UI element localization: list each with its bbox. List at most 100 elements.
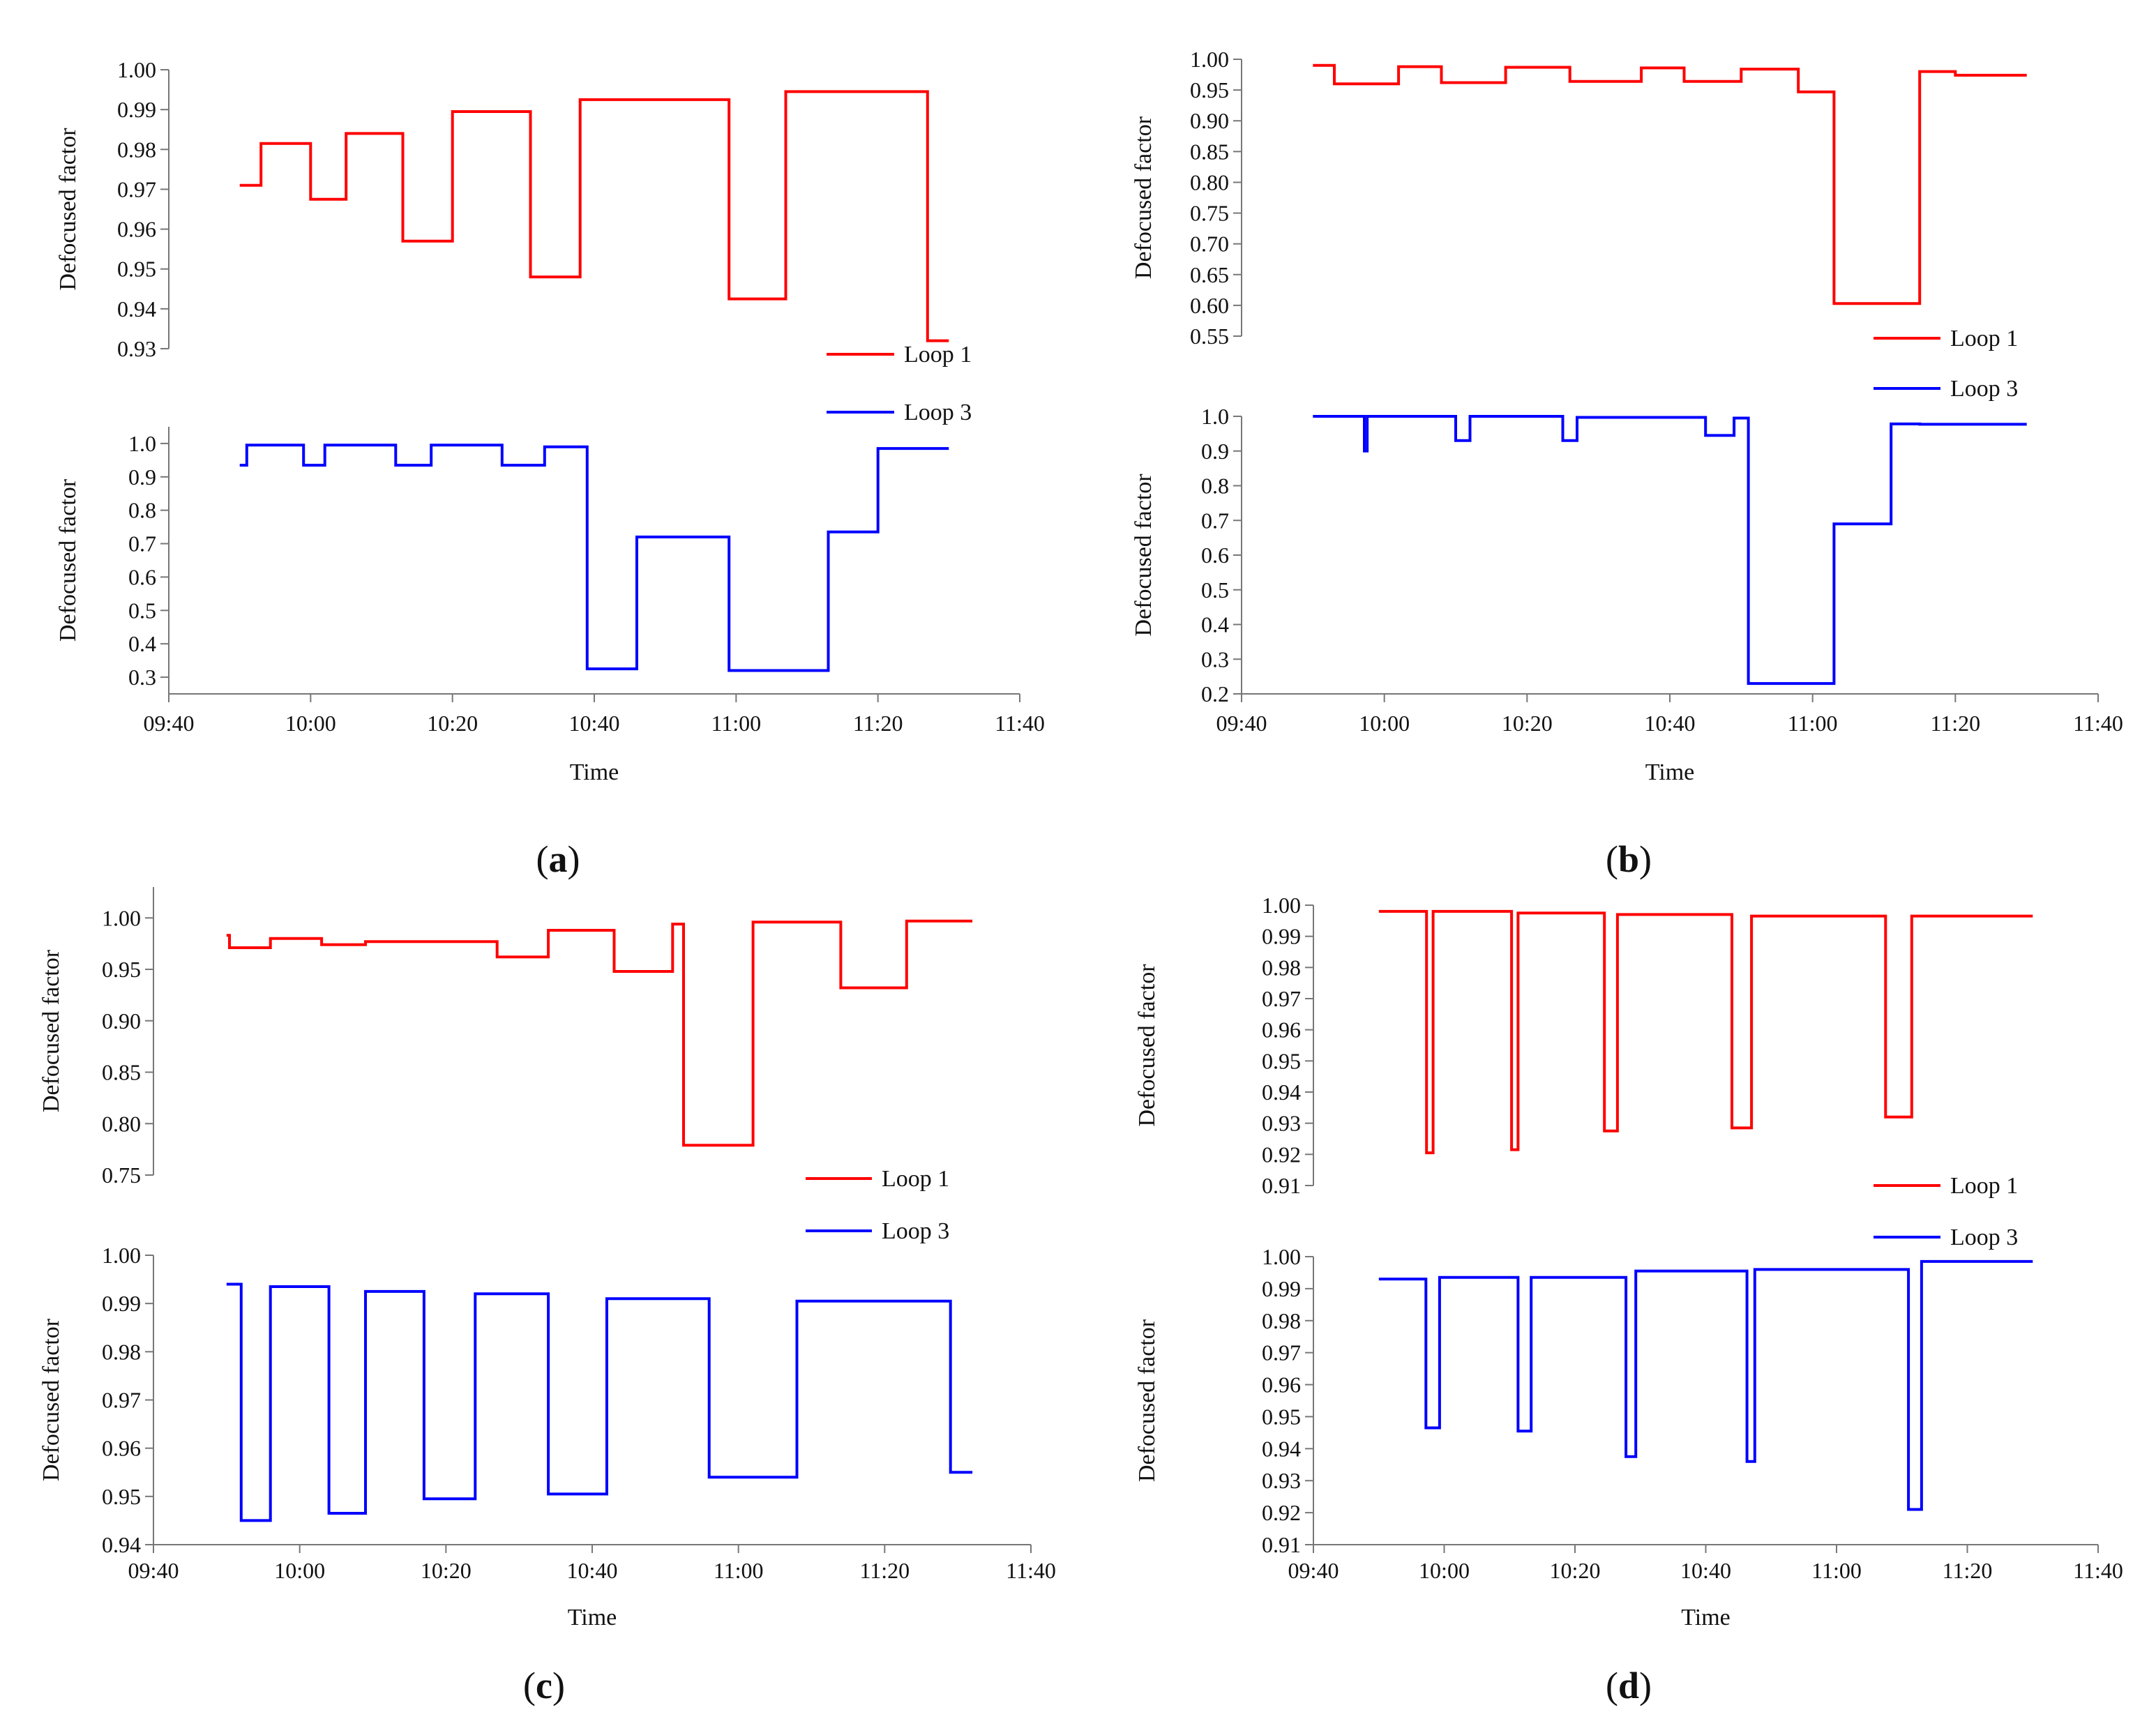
y-axis-title: Defocused factor bbox=[38, 1318, 64, 1481]
x-tick-label: 11:20 bbox=[853, 711, 903, 736]
legend-label-loop3: Loop 3 bbox=[904, 400, 972, 425]
y-tick-label: 0.97 bbox=[102, 1388, 141, 1413]
y-tick-label: 0.94 bbox=[1262, 1080, 1301, 1105]
panel-c: 0.75 0.80 0.85 0.90 0.95 1.00 Defocused factor… bbox=[38, 887, 1056, 1706]
y-axis-title: Defocused factor bbox=[55, 128, 81, 291]
x-tick-label: 11:40 bbox=[1006, 1558, 1056, 1583]
y-tick-label: 0.3 bbox=[1201, 646, 1229, 672]
subplot-loop1: 0.75 0.80 0.85 0.90 0.95 1.00 Defocused factor bbox=[38, 887, 973, 1188]
y-tick-label: 0.96 bbox=[102, 1436, 141, 1461]
x-tick-label: 09:40 bbox=[1288, 1558, 1339, 1583]
legend-label-loop1: Loop 1 bbox=[904, 342, 972, 368]
y-tick-label: 0.7 bbox=[1201, 508, 1229, 533]
y-axis-title: Defocused factor bbox=[1131, 474, 1156, 637]
subplot-loop3: 0.91 0.92 0.93 0.94 0.95 0.96 0.97 0.98 0.99 1.00… bbox=[1134, 1244, 2033, 1557]
y-tick-label: 0.93 bbox=[1262, 1468, 1301, 1493]
x-tick-label: 11:40 bbox=[2073, 711, 2123, 736]
legend: Loop 1 Loop 3 bbox=[827, 342, 972, 425]
y-tick-label: 0.75 bbox=[102, 1163, 141, 1188]
panel-label: (a) bbox=[536, 838, 580, 880]
x-tick-label: 10:00 bbox=[285, 711, 336, 736]
y-tick-label: 0.99 bbox=[117, 97, 156, 122]
y-tick-label: 0.7 bbox=[128, 531, 156, 556]
series-line-loop3 bbox=[226, 1282, 973, 1522]
y-tick-label: 0.8 bbox=[128, 498, 156, 523]
y-tick-label: 0.92 bbox=[1262, 1142, 1301, 1167]
panel-label: (b) bbox=[1606, 838, 1652, 880]
series-line-loop3 bbox=[239, 444, 949, 672]
y-tick-label: 0.96 bbox=[117, 217, 156, 242]
y-tick-label: 0.98 bbox=[102, 1339, 141, 1364]
x-tick-label: 10:40 bbox=[1680, 1558, 1731, 1583]
x-tick-label: 11:00 bbox=[714, 1558, 764, 1583]
subplot-loop3: 0.3 0.4 0.5 0.6 0.7 0.8 0.9 1.0 Defocused factor bbox=[55, 427, 949, 694]
x-tick-label: 10:20 bbox=[421, 1558, 472, 1583]
y-tick-label: 0.90 bbox=[1190, 108, 1229, 133]
legend-label-loop3: Loop 3 bbox=[1950, 376, 2018, 402]
x-tick-label: 11:00 bbox=[1788, 711, 1838, 736]
x-tick-label: 10:40 bbox=[1645, 711, 1696, 736]
x-tick-label: 11:20 bbox=[1930, 711, 1980, 736]
subplot-loop3: 0.2 0.3 0.4 0.5 0.6 0.7 0.8 0.9 1.0 Defocused fac… bbox=[1131, 404, 2027, 706]
y-tick-label: 0.3 bbox=[128, 665, 156, 690]
legend-label-loop1: Loop 1 bbox=[1950, 326, 2018, 351]
series-line-loop1 bbox=[1313, 63, 2027, 305]
y-tick-label: 0.97 bbox=[117, 176, 156, 202]
y-tick-label: 1.0 bbox=[128, 431, 156, 456]
legend-label-loop1: Loop 1 bbox=[1950, 1173, 2018, 1199]
x-axis-title: Time bbox=[1681, 1605, 1731, 1630]
x-axis-title: Time bbox=[1645, 759, 1695, 785]
y-tick-label: 0.70 bbox=[1190, 232, 1229, 257]
subplot-loop1: 0.93 0.94 0.95 0.96 0.97 0.98 0.99 1.00 Defocuse… bbox=[55, 57, 949, 361]
panel-label: (d) bbox=[1606, 1665, 1652, 1706]
y-tick-label: 1.0 bbox=[1201, 404, 1229, 429]
y-tick-label: 0.95 bbox=[1262, 1048, 1301, 1073]
x-tick-label: 10:20 bbox=[1550, 1558, 1601, 1583]
y-tick-label: 0.98 bbox=[117, 137, 156, 162]
y-tick-label: 0.95 bbox=[1190, 77, 1229, 103]
x-tick-label: 09:40 bbox=[144, 711, 195, 736]
y-tick-label: 0.65 bbox=[1190, 262, 1229, 287]
x-tick-label: 11:00 bbox=[711, 711, 761, 736]
y-tick-label: 0.75 bbox=[1190, 201, 1229, 226]
y-tick-label: 1.00 bbox=[1262, 1244, 1301, 1269]
y-tick-label: 0.93 bbox=[1262, 1111, 1301, 1136]
y-tick-label: 0.8 bbox=[1201, 474, 1229, 499]
y-tick-label: 0.96 bbox=[1262, 1372, 1301, 1398]
y-axis-title: Defocused factor bbox=[1134, 1319, 1160, 1482]
y-tick-label: 0.4 bbox=[128, 631, 156, 656]
y-tick-label: 0.99 bbox=[102, 1291, 141, 1316]
series-line-loop1 bbox=[239, 90, 949, 342]
y-tick-label: 0.95 bbox=[117, 257, 156, 282]
subplot-loop1: 0.55 0.60 0.65 0.70 0.75 0.80 0.85 0.90 0.95 1.00… bbox=[1131, 47, 2027, 349]
legend-label-loop3: Loop 3 bbox=[882, 1218, 949, 1244]
y-tick-label: 0.95 bbox=[102, 1484, 141, 1509]
y-tick-label: 0.96 bbox=[1262, 1017, 1301, 1043]
subplot-loop3: 0.94 0.95 0.96 0.97 0.98 0.99 1.00 Defocused fa… bbox=[38, 1243, 973, 1557]
panel-label: (c) bbox=[523, 1665, 565, 1706]
x-tick-label: 10:40 bbox=[567, 1558, 618, 1583]
legend-label-loop3: Loop 3 bbox=[1950, 1225, 2018, 1250]
panel-a: 0.93 0.94 0.95 0.96 0.97 0.98 0.99 1.00 Defocuse… bbox=[55, 57, 1045, 880]
y-tick-label: 0.93 bbox=[117, 336, 156, 361]
legend: Loop 1 Loop 3 bbox=[1874, 1173, 2018, 1250]
y-tick-label: 1.00 bbox=[1262, 893, 1301, 918]
series-line-loop3 bbox=[1313, 415, 2027, 686]
y-tick-label: 0.98 bbox=[1262, 955, 1301, 980]
legend: Loop 1 Loop 3 bbox=[1874, 326, 2018, 402]
y-tick-label: 1.00 bbox=[102, 1243, 141, 1268]
y-tick-label: 0.95 bbox=[102, 957, 141, 982]
x-tick-label: 11:00 bbox=[1811, 1558, 1862, 1583]
x-tick-label: 09:40 bbox=[1216, 711, 1267, 736]
y-tick-label: 0.97 bbox=[1262, 1340, 1301, 1365]
x-axis-title: Time bbox=[568, 1605, 617, 1630]
y-tick-label: 0.94 bbox=[117, 296, 156, 321]
y-tick-label: 0.91 bbox=[1262, 1532, 1301, 1557]
y-axis-title: Defocused factor bbox=[38, 949, 64, 1112]
x-tick-label: 11:40 bbox=[2073, 1558, 2123, 1583]
y-tick-label: 0.5 bbox=[1201, 577, 1229, 603]
x-tick-label: 09:40 bbox=[128, 1558, 179, 1583]
y-tick-label: 0.98 bbox=[1262, 1308, 1301, 1333]
panel-b: 0.550.600.650.700.750.800.850.900.951.00… bbox=[1131, 47, 2123, 880]
